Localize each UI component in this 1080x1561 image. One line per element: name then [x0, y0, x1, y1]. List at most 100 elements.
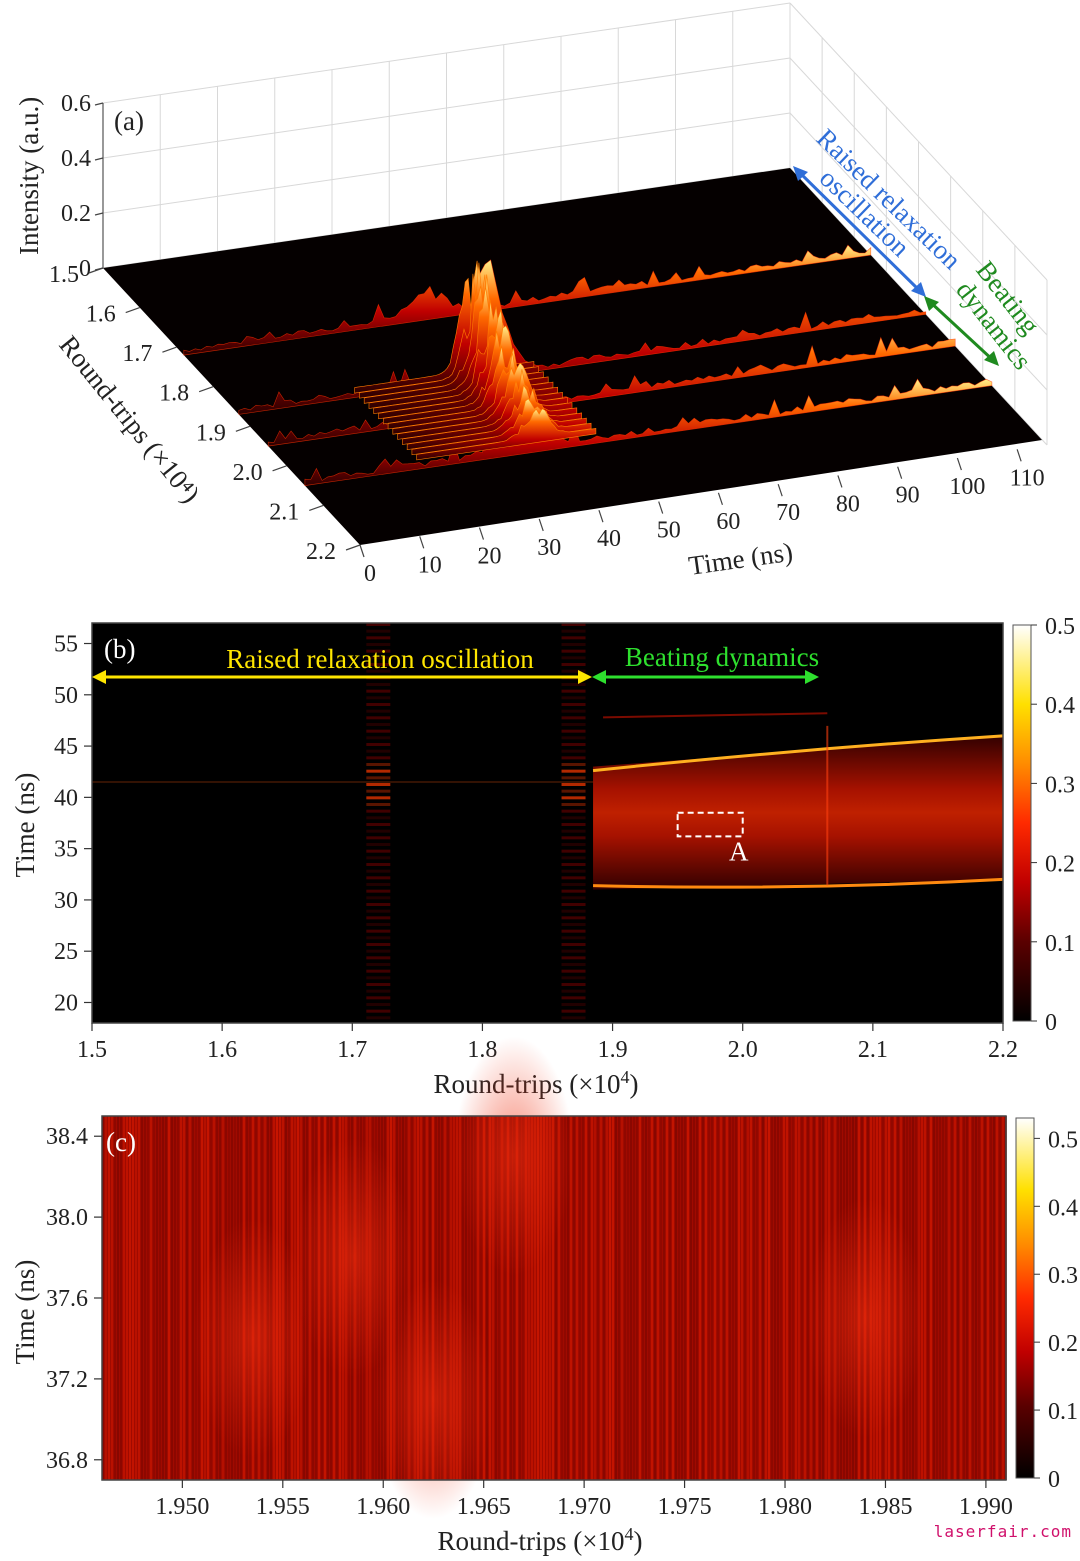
panel-b-annotation-raised: Raised relaxation oscillation [92, 644, 592, 684]
c-stripe [741, 1116, 743, 1480]
c-stripe [582, 1116, 584, 1480]
b-burst-0-stripe [366, 896, 391, 900]
c-stripe [501, 1116, 503, 1480]
c-stripe [516, 1116, 518, 1480]
a-spike-ridge [397, 362, 578, 440]
panel-a-tag: (a) [114, 106, 144, 136]
b-burst-1-stripe [561, 829, 586, 833]
a-yaxis-tick [198, 386, 214, 393]
c-yaxis-tick-label: 37.2 [46, 1367, 88, 1393]
c-stripe [528, 1116, 530, 1480]
c-yaxis-tick-label: 38.0 [46, 1205, 88, 1231]
c-yaxis-tick-label: 38.4 [46, 1124, 88, 1150]
b-burst-1-stripe [561, 916, 586, 920]
c-stripe [468, 1116, 470, 1480]
b-burst-0-stripe [366, 963, 391, 966]
panel-b-content [92, 623, 1004, 1020]
c-stripe [948, 1116, 950, 1480]
c-stripe [609, 1116, 611, 1480]
b-yaxis-tick-label: 50 [54, 683, 78, 709]
b-burst-0-stripe [366, 649, 391, 653]
c-stripe [162, 1116, 164, 1480]
b-burst-1-stripe [561, 623, 586, 626]
c-xaxis-tick-label: 1.965 [457, 1494, 511, 1520]
c-stripe [129, 1116, 131, 1480]
c-stripe [942, 1116, 944, 1480]
a-zaxis-tick [94, 212, 104, 216]
b-burst-1-stripe [561, 636, 586, 640]
b-burst-0-stripe [366, 783, 391, 786]
c-stripe [1002, 1116, 1004, 1480]
c-stripe [651, 1116, 653, 1480]
b-burst-1-stripe [561, 883, 586, 886]
c-stripe [666, 1116, 668, 1480]
b-burst-1-stripe [561, 969, 586, 973]
c-stripe [159, 1116, 161, 1480]
c-stripe [639, 1116, 641, 1480]
a-xaxis-tick [897, 466, 903, 479]
c-stripe [954, 1116, 956, 1480]
b-burst-1-stripe [561, 1003, 586, 1006]
c-stripe [522, 1116, 524, 1480]
b-burst-0-stripe [366, 916, 391, 920]
c-stripe [465, 1116, 467, 1480]
b-burst-0-stripe [366, 636, 391, 640]
b-burst-1-stripe [561, 903, 586, 906]
b-burst-1-stripe [561, 836, 586, 840]
c-stripe [498, 1116, 500, 1480]
b-burst-0-stripe [366, 943, 391, 946]
c-stripe [561, 1116, 563, 1480]
a-spike-ridge [416, 408, 597, 461]
b-burst-0-stripe [366, 623, 391, 626]
a-spike-ridge [406, 384, 587, 451]
c-stripe [756, 1116, 758, 1480]
a-xaxis-tick-label: 30 [537, 535, 561, 561]
c-stripe [486, 1116, 488, 1480]
panel-c-axes: 1.950 1.955 1.960 1.965 1.970 1.975 1.980 1.985… [46, 1124, 1013, 1520]
c-stripe [489, 1116, 491, 1480]
c-stripe [747, 1116, 749, 1480]
a-xaxis-tick-label: 20 [477, 544, 501, 570]
b-burst-0-stripe [366, 736, 391, 740]
c-stripe [789, 1116, 791, 1480]
c-stripe [663, 1116, 665, 1480]
b-xaxis-tick-label: 2.0 [728, 1037, 758, 1063]
c-stripe [798, 1116, 800, 1480]
b-burst-1-stripe [561, 709, 586, 713]
c-stripe [102, 1116, 104, 1480]
b-burst-1-stripe [561, 849, 586, 853]
panel-c-xlabel: Round-trips (×104) [438, 1524, 643, 1556]
panel-a-ticks: 0 0.2 0.4 0.6 1.5 1.61.7 1.8 1.9 2.02.1 2.2 0 10 20 3… [49, 91, 1045, 587]
c-stripe [177, 1116, 179, 1480]
c-stripe [993, 1116, 995, 1480]
panel-b-tag: (b) [104, 634, 135, 664]
c-stripe [777, 1116, 779, 1480]
b-burst-1-stripe [561, 909, 586, 913]
a-yaxis-tick [88, 267, 104, 274]
c-stripe [966, 1116, 968, 1480]
a-xaxis-tick [359, 544, 365, 558]
panel-c-heatmap: 1.950 1.955 1.960 1.965 1.970 1.975 1.980 1.985… [10, 1036, 1078, 1556]
b-burst-1-stripe [561, 923, 586, 926]
a-yaxis-tick [345, 544, 361, 551]
c-stripe [144, 1116, 146, 1480]
c-stripe [678, 1116, 680, 1480]
b-burst-0-stripe [366, 643, 391, 646]
c-stripe [555, 1116, 557, 1480]
panel-c-content [102, 1036, 1007, 1520]
c-stripe [633, 1116, 635, 1480]
b-burst-1-stripe [561, 896, 586, 900]
c-stripe [699, 1116, 701, 1480]
b-burst-0-stripe [366, 949, 391, 953]
a-yaxis-tick [309, 504, 324, 511]
b-burst-0-stripe [366, 876, 391, 880]
c-stripe [624, 1116, 626, 1480]
b-burst-1-stripe [561, 989, 586, 993]
b-burst-0-stripe [366, 703, 391, 706]
panel-b-ylabel: Time (ns) [10, 773, 40, 878]
c-stripe [615, 1116, 617, 1480]
b-burst-1-stripe [561, 809, 586, 813]
b-xaxis-tick-label: 1.5 [77, 1037, 107, 1063]
c-stripe [804, 1116, 806, 1480]
